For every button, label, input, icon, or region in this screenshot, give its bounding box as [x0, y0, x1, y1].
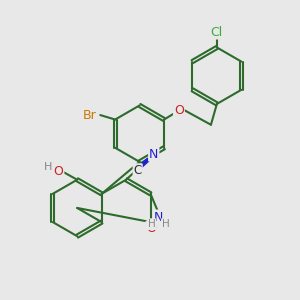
Text: Br: Br	[83, 109, 97, 122]
Text: C: C	[134, 164, 142, 177]
Text: H: H	[162, 219, 170, 229]
Text: O: O	[53, 165, 63, 178]
Text: O: O	[146, 222, 156, 235]
Text: N: N	[149, 148, 158, 160]
Text: O: O	[174, 104, 184, 117]
Text: N: N	[154, 211, 163, 224]
Text: H: H	[44, 162, 52, 172]
Text: Cl: Cl	[211, 26, 223, 38]
Text: H: H	[148, 219, 155, 229]
